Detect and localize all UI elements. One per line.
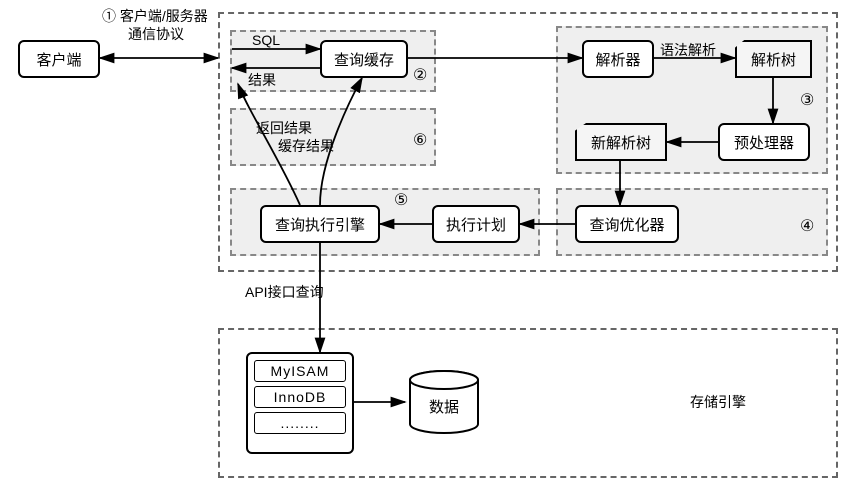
node-optimizer: 查询优化器 — [575, 205, 679, 243]
storage-item: MyISAM — [254, 360, 346, 382]
label-return_result: 返回结果 — [256, 118, 312, 138]
storage-engine-list: MyISAM InnoDB........ — [246, 352, 354, 454]
label-syntax_parse: 语法解析 — [660, 40, 716, 60]
label-cache_result: 缓存结果 — [278, 136, 334, 156]
data-cylinder: 数据 — [408, 370, 480, 434]
diagram-canvas: 客户端 查询缓存 解析器 解析树预处理器 新解析树查询优化器 执行计划 查询执行引擎 MyIS… — [0, 0, 854, 500]
label-protocol2: 通信协议 — [128, 24, 184, 44]
node-query_cache: 查询缓存 — [320, 40, 408, 78]
node-new_parse_tree: 新解析树 — [575, 123, 667, 161]
label-c2: ② — [413, 65, 427, 85]
node-parse_tree: 解析树 — [735, 40, 812, 78]
node-preprocessor: 预处理器 — [718, 123, 810, 161]
node-client: 客户端 — [18, 40, 100, 78]
label-c5: ⑤ — [394, 190, 408, 210]
label-storage_engine: 存储引擎 — [690, 392, 746, 412]
label-c4: ④ — [800, 216, 814, 236]
label-protocol1: ① 客户端/服务器 — [102, 6, 208, 26]
node-exec_engine: 查询执行引擎 — [260, 205, 380, 243]
label-result: 结果 — [248, 70, 276, 90]
label-api_query: API接口查询 — [245, 282, 324, 302]
label-sql: SQL — [252, 32, 280, 48]
svg-text:数据: 数据 — [429, 399, 459, 416]
node-exec_plan: 执行计划 — [432, 205, 520, 243]
node-parser: 解析器 — [582, 40, 654, 78]
storage-item: InnoDB — [254, 386, 346, 408]
label-c6: ⑥ — [413, 130, 427, 150]
label-c3: ③ — [800, 90, 814, 110]
storage-item: ........ — [254, 412, 346, 434]
